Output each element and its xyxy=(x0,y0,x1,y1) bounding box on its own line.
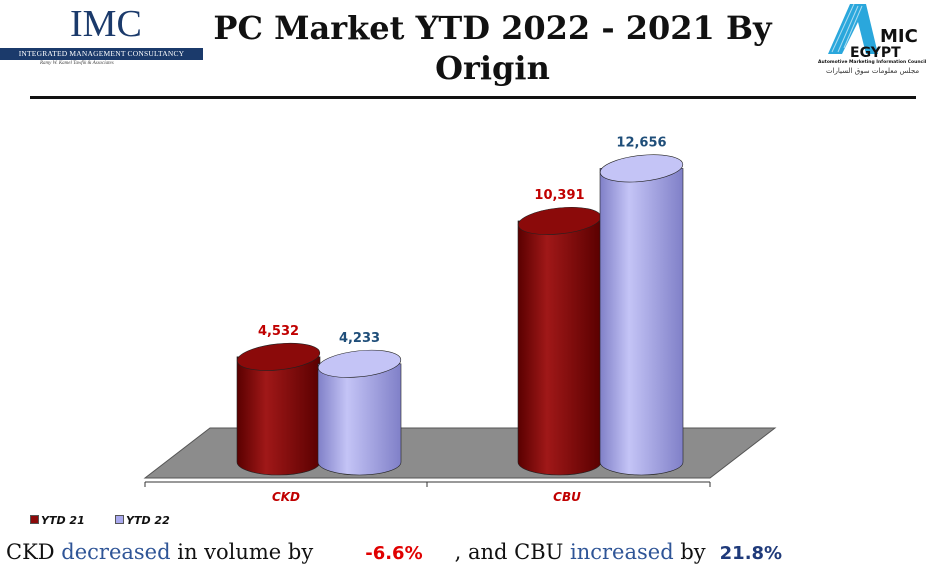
bar-ckd-ytd22 xyxy=(317,363,402,476)
imc-logo-band: Integrated Management Consultancy xyxy=(0,48,203,60)
cbu-change-value: 21.8% xyxy=(719,543,783,564)
data-label: 10,391 xyxy=(534,188,584,203)
legend-item-ytd22: YTD 22 xyxy=(115,514,170,527)
legend-label: YTD 21 xyxy=(41,514,85,527)
page-title: PC Market YTD 2022 - 2021 By Origin xyxy=(213,9,772,87)
summary-part: in volume by xyxy=(170,540,314,564)
ckd-change-value: -6.6% xyxy=(365,543,423,564)
title-divider xyxy=(30,96,916,99)
summary-part: , and CBU xyxy=(454,540,571,564)
x-tick-label-ckd: CKD xyxy=(272,490,300,504)
legend-item-ytd21: YTD 21 xyxy=(30,514,85,527)
summary-part: by xyxy=(673,540,706,564)
bar-top xyxy=(599,154,684,183)
summary-keyword: decreased xyxy=(61,540,171,564)
legend-swatch xyxy=(30,515,39,524)
data-label: 4,233 xyxy=(339,331,380,346)
amic-logo-subtitle: Automotive Marketing Information Council xyxy=(818,60,927,65)
amic-logo-arabic: مجلس معلومات سوق السيارات xyxy=(826,67,920,75)
legend-swatch xyxy=(115,515,124,524)
imc-logo-tagline: Ramy W. Kamel Tawfik & Associates xyxy=(40,61,114,66)
bar-ckd-ytd21 xyxy=(236,356,321,476)
data-label: 4,532 xyxy=(258,324,299,339)
amic-egypt-logo: MIC EGYPT xyxy=(828,3,918,61)
bar-top xyxy=(317,349,402,378)
summary-keyword: increased xyxy=(570,540,674,564)
svg-text:MIC: MIC xyxy=(880,26,918,47)
bar-top xyxy=(236,342,321,371)
data-label: 12,656 xyxy=(616,135,666,150)
bar-cbu-ytd21 xyxy=(517,220,602,476)
bar-chart: CKD CBU 4,532 4,233 10,391 12,656 xyxy=(143,135,777,504)
imc-logo-text: IMC xyxy=(70,3,142,45)
svg-text:EGYPT: EGYPT xyxy=(850,45,901,61)
legend-label: YTD 22 xyxy=(126,514,170,527)
bar-cbu-ytd22 xyxy=(599,168,684,476)
summary-text: CKD decreased in volume by -6.6% , and CBU… xyxy=(6,540,782,564)
summary-part: CKD xyxy=(6,540,62,564)
x-tick-label-cbu: CBU xyxy=(553,490,581,504)
